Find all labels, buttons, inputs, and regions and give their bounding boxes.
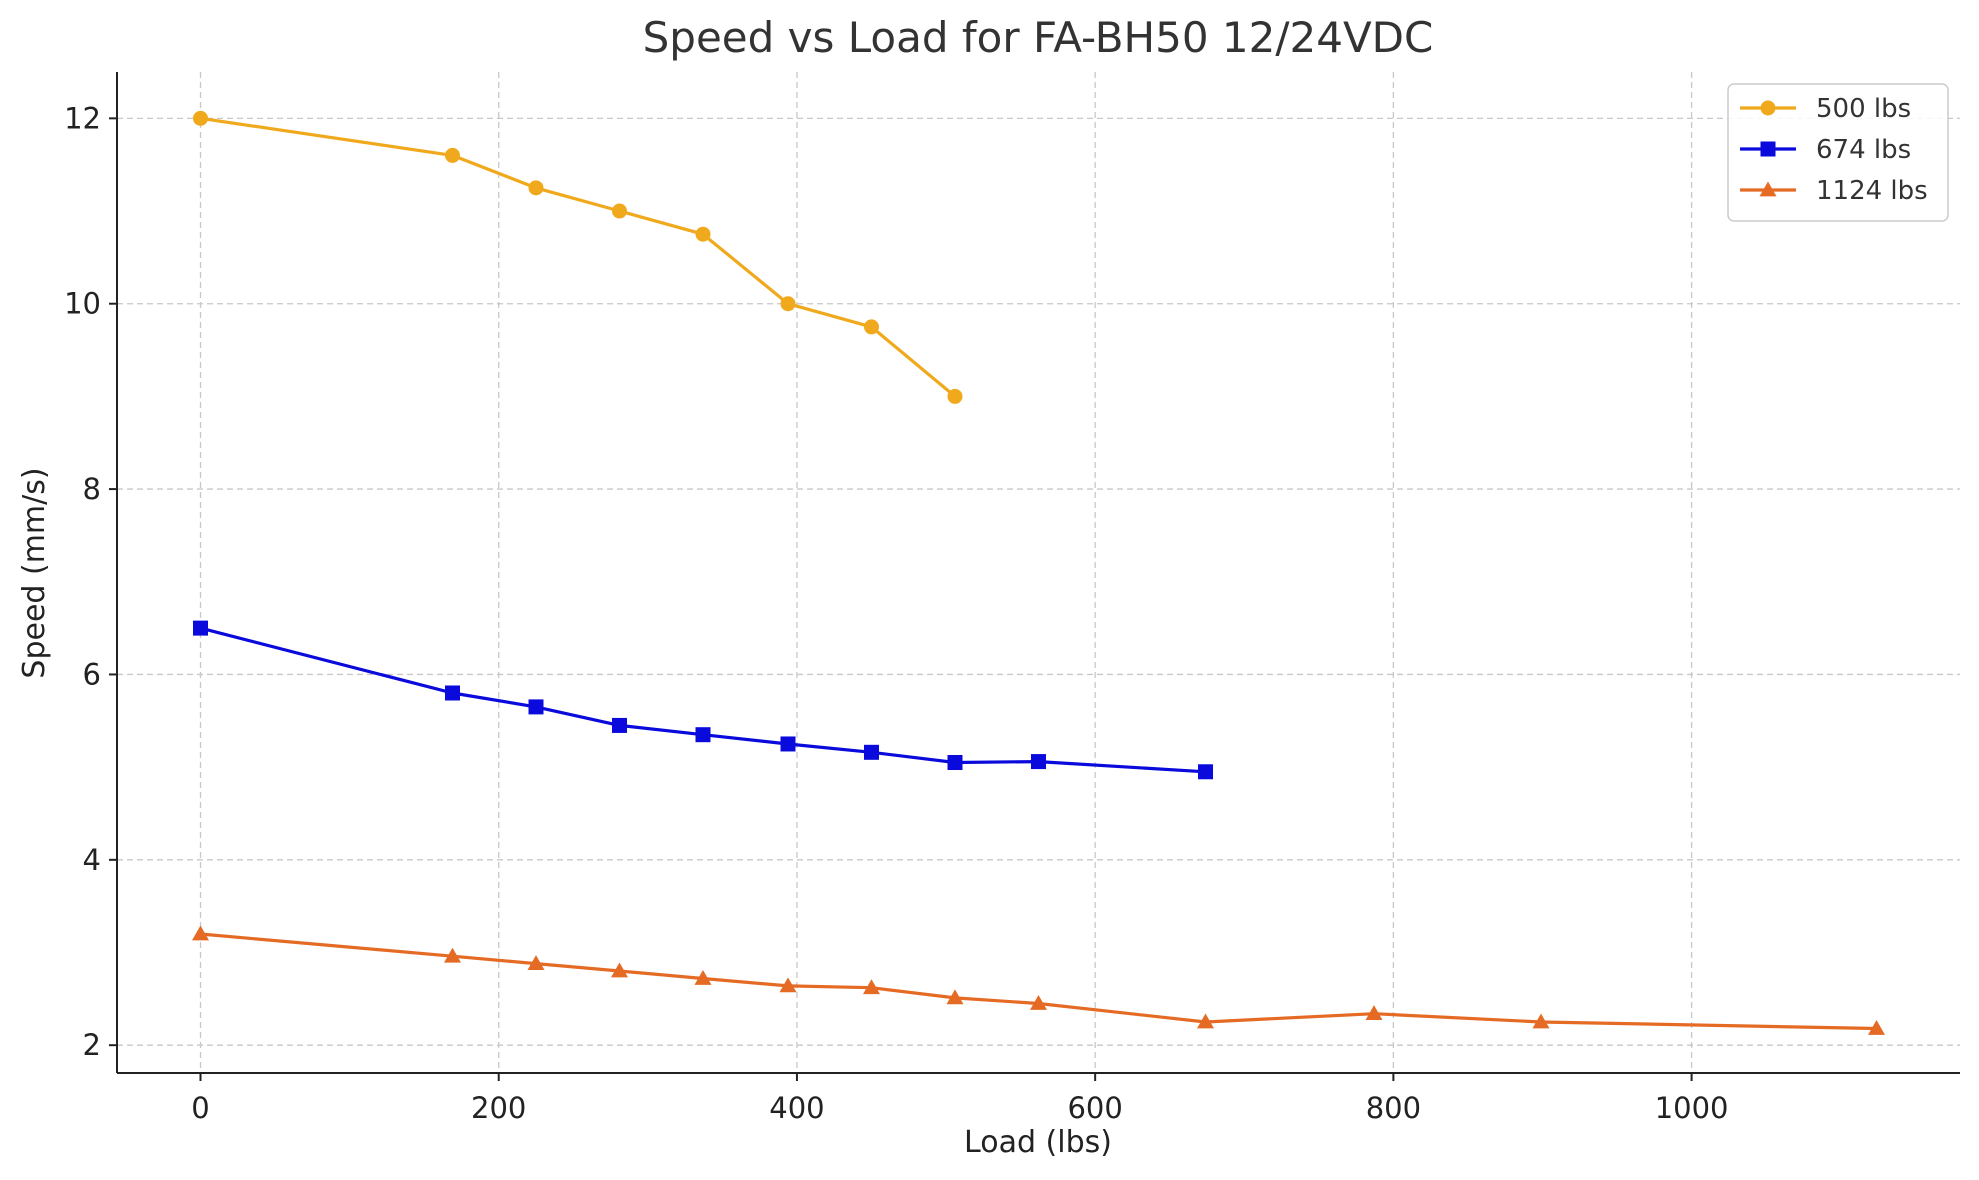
data-point bbox=[193, 620, 209, 636]
plot-series bbox=[192, 110, 1885, 1035]
data-point bbox=[1030, 994, 1047, 1010]
data-point bbox=[192, 925, 210, 941]
series-line bbox=[200, 116, 957, 398]
x-tick-label: 200 bbox=[471, 1091, 526, 1125]
chart-title: Speed vs Load for FA-BH50 12/24VDC bbox=[643, 13, 1434, 62]
x-tick-label: 400 bbox=[769, 1091, 824, 1125]
y-tick-label: 6 bbox=[83, 657, 101, 691]
legend-item: 1124 lbs bbox=[1740, 176, 1928, 206]
legend-label: 1124 lbs bbox=[1816, 176, 1928, 206]
legend-label: 674 lbs bbox=[1816, 135, 1911, 165]
data-point bbox=[1197, 1013, 1215, 1029]
y-tick-label: 4 bbox=[83, 843, 101, 877]
y-tick-label: 8 bbox=[83, 472, 101, 506]
data-point bbox=[1198, 764, 1214, 780]
data-point bbox=[528, 180, 544, 196]
data-point bbox=[1532, 1013, 1550, 1029]
data-point bbox=[444, 685, 460, 701]
data-point bbox=[612, 717, 628, 733]
y-tick-label: 10 bbox=[64, 287, 101, 321]
legend-marker bbox=[1760, 100, 1776, 116]
data-point bbox=[779, 977, 797, 993]
data-point bbox=[780, 736, 796, 752]
data-point bbox=[193, 110, 209, 126]
data-point bbox=[1867, 1020, 1885, 1035]
x-tick-label: 800 bbox=[1366, 1091, 1421, 1125]
data-point bbox=[863, 744, 879, 760]
x-tick-label: 0 bbox=[191, 1091, 209, 1125]
y-axis-label: Speed (mm/s) bbox=[17, 467, 52, 678]
series-2 bbox=[193, 620, 1214, 780]
data-point bbox=[612, 203, 628, 219]
series-1 bbox=[193, 110, 963, 404]
data-point bbox=[946, 989, 964, 1005]
legend-box bbox=[1727, 83, 1949, 222]
axes: 0 200 400 600 800 1000 2 4 6 8 10 12 bbox=[64, 72, 1960, 1125]
x-tick-label: 1000 bbox=[1655, 1091, 1729, 1125]
data-point bbox=[947, 755, 963, 771]
data-point bbox=[695, 226, 711, 242]
series-line bbox=[200, 626, 1206, 774]
data-point bbox=[780, 296, 796, 312]
y-tick-label: 12 bbox=[64, 101, 101, 135]
x-tick-label: 600 bbox=[1067, 1091, 1122, 1125]
series-3 bbox=[192, 925, 1885, 1035]
legend-marker bbox=[1759, 181, 1777, 197]
series-line bbox=[200, 932, 1877, 1031]
legend-marker bbox=[1760, 141, 1776, 157]
data-point bbox=[694, 969, 712, 985]
legend-item: 500 lbs bbox=[1740, 94, 1911, 124]
data-point bbox=[1365, 1005, 1383, 1021]
data-point bbox=[862, 979, 880, 995]
data-point bbox=[527, 955, 545, 971]
data-point bbox=[947, 388, 963, 404]
data-point bbox=[444, 147, 460, 163]
data-point bbox=[611, 962, 629, 978]
grid-lines bbox=[117, 72, 1960, 1073]
data-point bbox=[528, 699, 544, 715]
legend-item: 674 lbs bbox=[1740, 135, 1911, 165]
data-point bbox=[863, 319, 879, 335]
x-axis-label: Load (lbs) bbox=[964, 1125, 1112, 1160]
y-tick-label: 2 bbox=[83, 1028, 101, 1062]
data-point bbox=[695, 727, 711, 743]
legend-label: 500 lbs bbox=[1816, 94, 1911, 124]
data-point bbox=[443, 947, 461, 963]
legend: 500 lbs 674 lbs 1124 lbs bbox=[1727, 83, 1949, 222]
data-point bbox=[1031, 754, 1046, 770]
